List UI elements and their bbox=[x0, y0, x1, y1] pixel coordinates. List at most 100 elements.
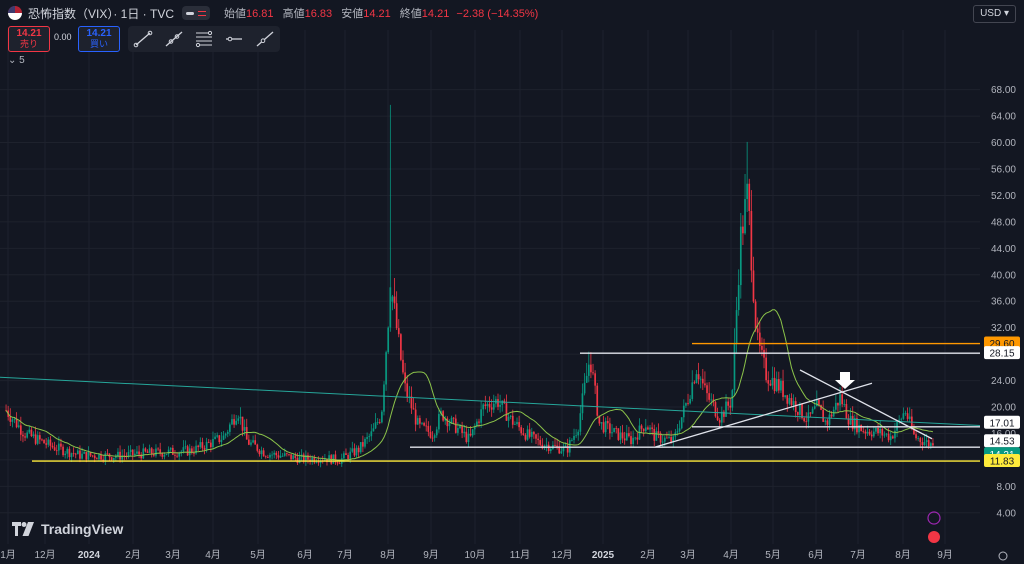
candle-body bbox=[134, 453, 136, 456]
candle-body bbox=[167, 449, 170, 455]
candle-body bbox=[761, 345, 763, 350]
candle-body bbox=[277, 455, 280, 458]
candle-body bbox=[723, 411, 725, 417]
candle-body bbox=[628, 433, 630, 437]
candle-body bbox=[875, 428, 877, 432]
candle-body bbox=[653, 428, 656, 441]
candle-body bbox=[129, 449, 132, 452]
candle-body bbox=[501, 400, 504, 405]
candle-body bbox=[609, 423, 611, 434]
candle-body bbox=[828, 414, 831, 425]
indicator-collapse[interactable]: ⌄ 5 bbox=[8, 55, 25, 66]
candle-body bbox=[17, 425, 20, 428]
falling-trendline bbox=[799, 369, 933, 440]
candle-body bbox=[408, 396, 411, 398]
candle-body bbox=[121, 455, 124, 460]
candle-body bbox=[581, 393, 584, 414]
candle-body bbox=[201, 442, 204, 449]
candle-body bbox=[883, 434, 886, 436]
candle-body bbox=[410, 396, 413, 409]
candle-body bbox=[313, 457, 316, 463]
eye-icon bbox=[186, 11, 195, 15]
candle-body bbox=[913, 428, 915, 435]
candle-body bbox=[592, 372, 594, 374]
time-tick-label: 10月 bbox=[464, 549, 485, 561]
candle-body bbox=[571, 439, 573, 441]
time-tick-label: 3月 bbox=[165, 549, 181, 561]
candle-body bbox=[923, 442, 926, 445]
candle-body bbox=[524, 434, 527, 440]
visibility-toggle[interactable] bbox=[182, 6, 211, 20]
time-tick-label: 1月 bbox=[0, 549, 16, 561]
candle-body bbox=[203, 448, 206, 450]
price-tick-label: 64.00 bbox=[991, 112, 1016, 123]
candle-body bbox=[279, 455, 282, 458]
candle-body bbox=[172, 447, 174, 455]
time-tick-label: 5月 bbox=[765, 549, 781, 561]
low-label: 安値 bbox=[341, 8, 364, 20]
candle-body bbox=[123, 455, 126, 457]
candle-body bbox=[343, 453, 345, 459]
fib-tool[interactable] bbox=[193, 29, 215, 49]
buy-label: 買い bbox=[89, 39, 108, 49]
sell-button[interactable]: 14.21 売り bbox=[8, 26, 50, 52]
candle-body bbox=[245, 427, 248, 440]
candle-body bbox=[568, 440, 571, 453]
price-label-box bbox=[984, 346, 1020, 360]
price-label: 28.15 bbox=[984, 346, 1020, 360]
candle-body bbox=[535, 434, 537, 439]
candle-body bbox=[383, 384, 385, 412]
extended-line-tool[interactable] bbox=[254, 29, 276, 49]
candle-body bbox=[186, 446, 189, 456]
candle-body bbox=[619, 432, 622, 440]
candle-body bbox=[853, 418, 856, 430]
candle-body bbox=[691, 382, 694, 399]
candle-body bbox=[516, 422, 518, 424]
rising-trendline bbox=[654, 382, 873, 448]
candle-body bbox=[539, 440, 542, 445]
candle-body bbox=[659, 433, 662, 443]
price-tick-label: 8.00 bbox=[997, 482, 1017, 493]
currency-label: USD bbox=[980, 8, 1002, 19]
candle-body bbox=[349, 451, 352, 460]
candle-body bbox=[663, 437, 666, 442]
buy-button[interactable]: 14.21 買い bbox=[78, 26, 120, 52]
candle-body bbox=[596, 385, 599, 416]
candle-body bbox=[169, 447, 172, 450]
candle-body bbox=[315, 462, 318, 464]
candle-body bbox=[530, 431, 533, 437]
candle-body bbox=[19, 425, 22, 435]
candle-body bbox=[636, 437, 639, 440]
candle-body bbox=[159, 449, 162, 454]
ray-tool[interactable] bbox=[163, 29, 185, 49]
candle-body bbox=[163, 454, 166, 457]
candle-body bbox=[72, 453, 75, 455]
candle-body bbox=[248, 439, 250, 445]
time-tick-label: 9月 bbox=[423, 549, 439, 561]
candle-body bbox=[794, 401, 797, 413]
tradingview-logo-icon bbox=[12, 522, 34, 536]
trend-line-tool[interactable] bbox=[132, 29, 154, 49]
candle-body bbox=[95, 458, 98, 460]
candle-body bbox=[758, 332, 761, 346]
candle-body bbox=[484, 404, 487, 407]
price-label: 14.53 bbox=[984, 434, 1020, 448]
candle-body bbox=[345, 453, 347, 455]
horizontal-ray-icon bbox=[226, 36, 243, 42]
currency-select[interactable]: USD ▾ bbox=[973, 5, 1016, 23]
candle-body bbox=[357, 447, 360, 453]
candle-body bbox=[839, 394, 841, 406]
logo-text: TradingView bbox=[41, 521, 124, 537]
candle-body bbox=[682, 405, 685, 418]
candle-body bbox=[809, 412, 812, 414]
candle-body bbox=[351, 448, 354, 452]
candle-body bbox=[497, 399, 499, 407]
candle-body bbox=[273, 452, 276, 455]
candle-body bbox=[889, 436, 892, 441]
candle-body bbox=[932, 443, 934, 446]
candle-body bbox=[579, 413, 582, 432]
symbol-title[interactable]: 恐怖指数（VIX）· 1日 · TVC bbox=[28, 6, 175, 21]
horizontal-ray-tool[interactable] bbox=[223, 29, 245, 49]
candle-body bbox=[796, 412, 799, 415]
